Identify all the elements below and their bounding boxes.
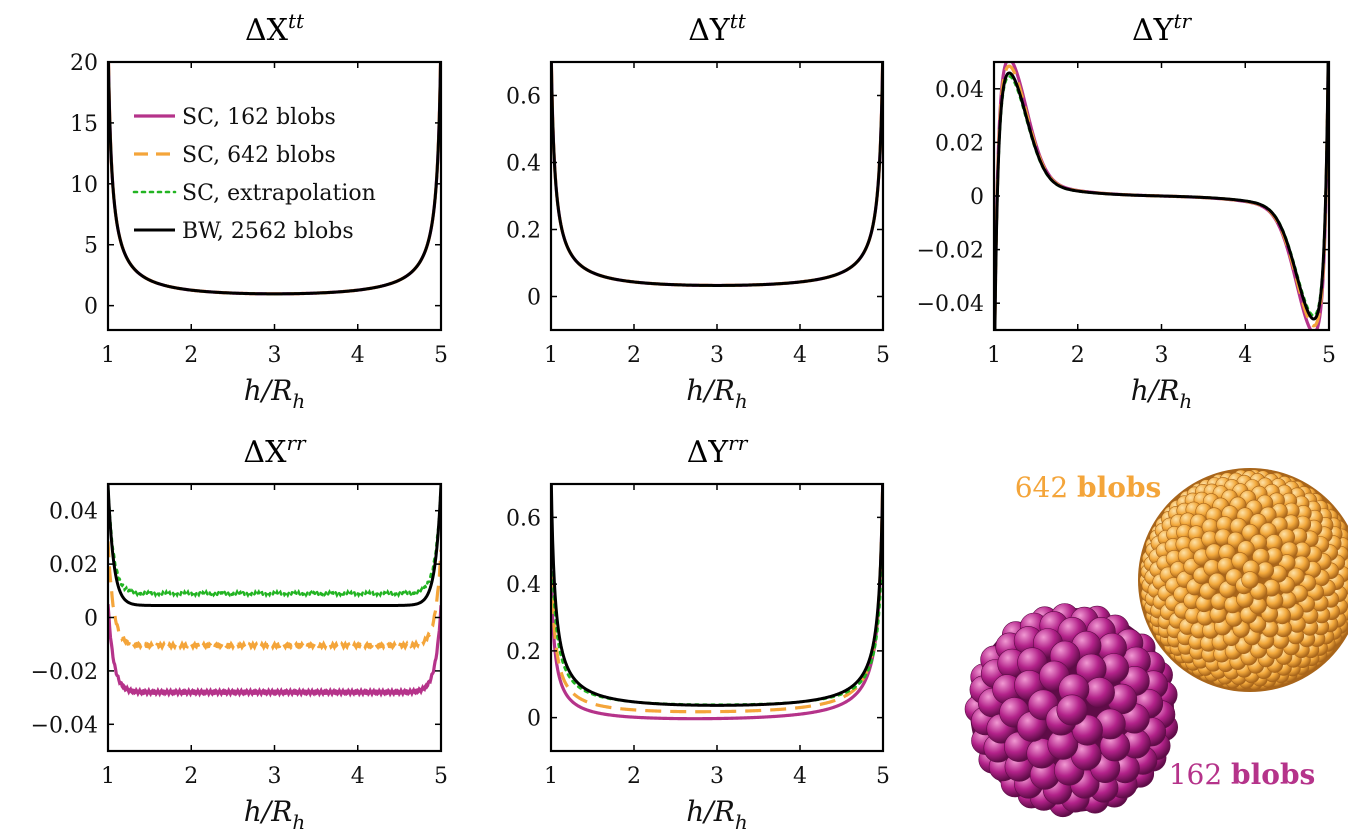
chart-title: ΔXtt — [245, 9, 305, 48]
sphere-162-blobs — [964, 603, 1179, 818]
x-tick-label: 3 — [710, 343, 724, 368]
x-tick-label: 3 — [710, 764, 724, 789]
x-tick-label: 1 — [544, 764, 558, 789]
y-tick-label: 10 — [70, 173, 98, 198]
y-tick-label: −0.02 — [31, 660, 98, 685]
y-tick-label: 0.2 — [506, 640, 541, 665]
series-line-4 — [108, 484, 441, 607]
chart-panel-1: 1 2 3 4 5 0 5 10 15 20 ΔXtt h/Rh — [70, 9, 448, 413]
label-642-blobs: 642 blobs — [1015, 471, 1162, 504]
chart-title: ΔXrr — [243, 431, 307, 470]
legend: SC, 162 blobs SC, 642 blobs SC, extrapolat… — [132, 105, 376, 244]
y-tick-label: 0 — [84, 295, 98, 320]
chart-panel-5: 1 2 3 4 5 0 0.2 0.4 0.6 ΔYrr h/Rh — [506, 431, 890, 834]
chart-title: ΔYrr — [687, 431, 749, 470]
y-tick-label: 5 — [84, 234, 98, 259]
x-tick-label: 5 — [1322, 343, 1336, 368]
x-tick-label: 2 — [627, 343, 641, 368]
y-tick-label: 0.02 — [935, 131, 984, 156]
y-tick-label: 20 — [70, 51, 98, 76]
series-line-2 — [551, 484, 883, 714]
chart-panel-4: 1 2 3 4 5 −0.04 −0.02 0 0.02 0.04 ΔXrr h/Rh — [31, 431, 448, 834]
chart-title: ΔYtr — [1132, 9, 1193, 48]
y-tick-label: 0.6 — [506, 85, 541, 110]
x-axis-label: h/Rh — [686, 374, 747, 413]
y-tick-label: 0.4 — [506, 152, 541, 177]
x-axis-label: h/Rh — [244, 374, 305, 413]
x-tick-label: 2 — [1071, 343, 1085, 368]
series-line-4 — [551, 62, 883, 287]
x-tick-label: 3 — [268, 764, 282, 789]
plot-frame — [106, 482, 443, 753]
series-line-1 — [551, 62, 883, 288]
y-tick-label: −0.04 — [917, 292, 984, 317]
x-tick-label: 4 — [1238, 343, 1252, 368]
y-tick-label: 15 — [70, 112, 98, 137]
chart-title: ΔYtt — [688, 9, 747, 48]
x-tick-label: 5 — [434, 343, 448, 368]
y-tick-label: 0.6 — [506, 506, 541, 531]
y-tick-label: 0 — [527, 707, 541, 732]
series-line-3 — [551, 62, 883, 287]
y-tick-label: 0 — [527, 286, 541, 311]
y-tick-label: 0 — [84, 607, 98, 632]
y-tick-label: 0.04 — [49, 500, 98, 525]
series-line-4 — [551, 484, 883, 707]
y-tick-label: 0.02 — [49, 553, 98, 578]
series-line-2 — [108, 541, 441, 651]
x-axis-label: h/Rh — [244, 795, 305, 834]
series-line-4 — [108, 62, 441, 296]
x-tick-label: 3 — [1155, 343, 1169, 368]
x-tick-label: 1 — [101, 764, 115, 789]
x-axis-label: h/Rh — [1131, 374, 1192, 413]
x-tick-label: 5 — [876, 764, 890, 789]
x-tick-label: 4 — [351, 764, 365, 789]
sphere-642-blobs — [1138, 468, 1348, 692]
x-tick-label: 4 — [793, 343, 807, 368]
label-162-blobs: 162 blobs — [1169, 758, 1316, 791]
legend-label: SC, 162 blobs — [182, 105, 336, 130]
series-line-3 — [108, 484, 441, 599]
plot-frame — [549, 60, 885, 332]
chart-panel-3: 1 2 3 4 5 −0.04 −0.02 0 0.02 0.04 ΔYtr h/Rh — [917, 9, 1336, 413]
series-line-1 — [551, 484, 883, 721]
x-tick-label: 1 — [544, 343, 558, 368]
series-line-2 — [551, 62, 883, 288]
x-tick-label: 4 — [793, 764, 807, 789]
x-tick-label: 3 — [268, 343, 282, 368]
series-line-3 — [551, 507, 883, 706]
x-tick-label: 2 — [184, 764, 198, 789]
x-tick-label: 1 — [101, 343, 115, 368]
chart-panel-2: 1 2 3 4 5 0 0.2 0.4 0.6 ΔYtt h/Rh — [506, 9, 890, 413]
x-tick-label: 2 — [184, 343, 198, 368]
y-tick-label: 0.2 — [506, 219, 541, 244]
y-tick-label: 0.04 — [935, 78, 984, 103]
x-tick-label: 5 — [876, 343, 890, 368]
x-tick-label: 2 — [627, 764, 641, 789]
y-tick-label: 0 — [970, 185, 984, 210]
plot-frame — [549, 482, 885, 753]
legend-label: SC, extrapolation — [182, 181, 376, 206]
x-axis-label: h/Rh — [686, 795, 747, 834]
x-tick-label: 5 — [434, 764, 448, 789]
series-line-4 — [994, 62, 1329, 330]
y-tick-label: −0.04 — [31, 713, 98, 738]
y-tick-label: 0.4 — [506, 573, 541, 598]
x-tick-label: 1 — [987, 343, 1001, 368]
series-line-1 — [108, 604, 441, 698]
legend-label: SC, 642 blobs — [182, 143, 336, 168]
x-tick-label: 4 — [351, 343, 365, 368]
legend-label: BW, 2562 blobs — [182, 219, 354, 244]
y-tick-label: −0.02 — [917, 239, 984, 264]
